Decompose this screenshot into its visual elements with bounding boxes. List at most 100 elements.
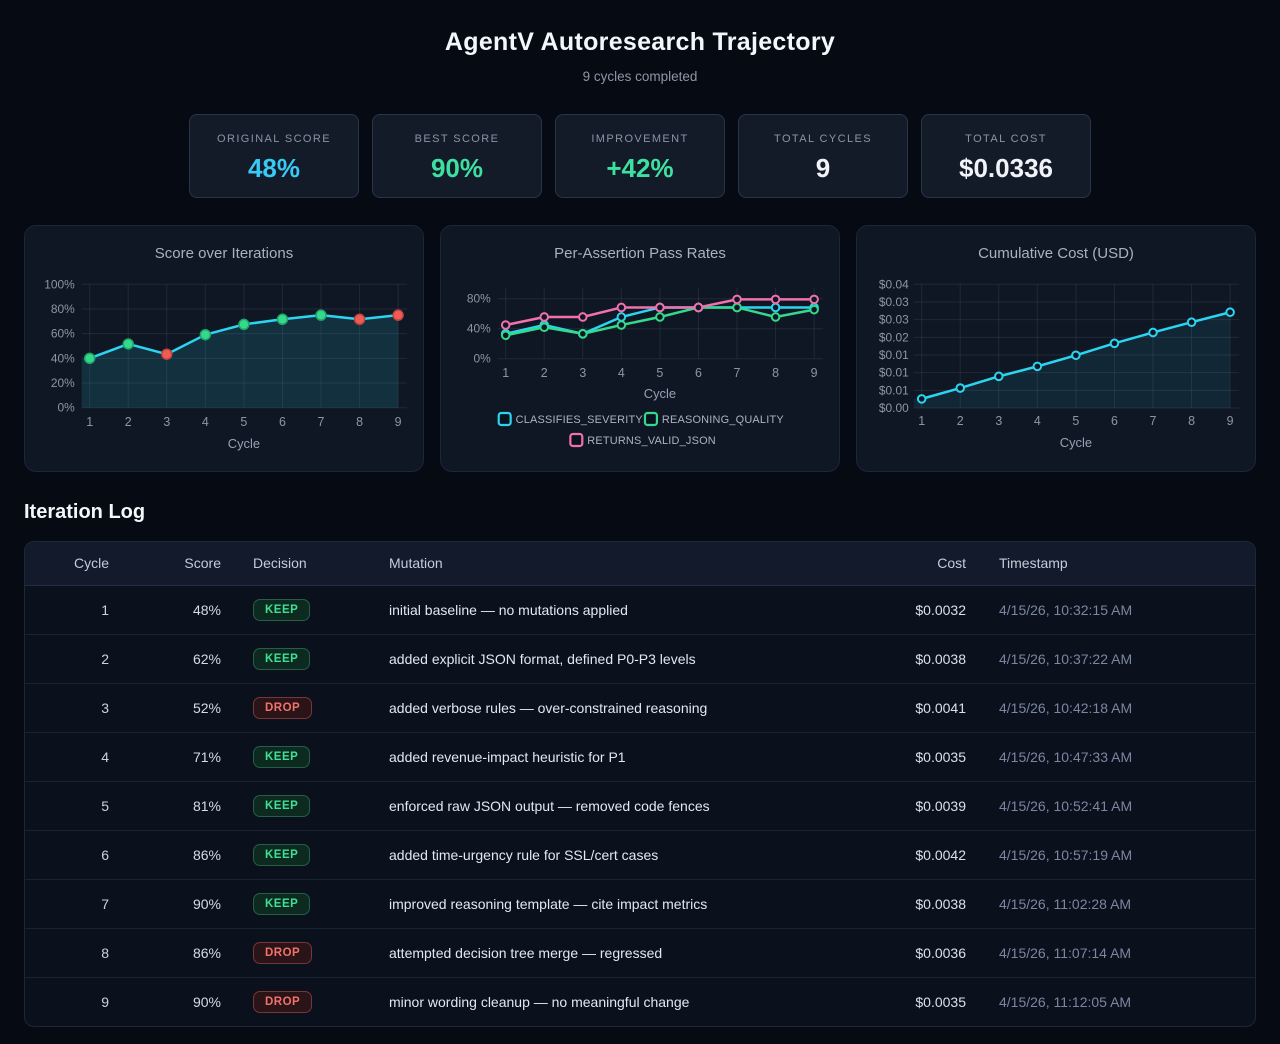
table-row: 4 71% KEEP added revenue-impact heuristi…: [25, 731, 1255, 781]
cell-cycle: 3: [25, 682, 115, 732]
svg-text:60%: 60%: [51, 327, 75, 341]
table-row: 5 81% KEEP enforced raw JSON output — re…: [25, 780, 1255, 830]
stat-value: 48%: [247, 153, 301, 183]
svg-text:4: 4: [618, 366, 625, 380]
cell-timestamp: 4/15/26, 11:12:05 AM: [995, 976, 1255, 1026]
table-row: 8 86% DROP attempted decision tree merge…: [25, 927, 1255, 977]
cell-cycle: 8: [25, 927, 115, 977]
svg-text:8: 8: [1188, 414, 1195, 428]
svg-text:CLASSIFIES_SEVERITY: CLASSIFIES_SEVERITY: [516, 414, 644, 426]
svg-text:80%: 80%: [467, 292, 491, 306]
cell-cycle: 1: [101, 601, 109, 618]
cell-cost: $0.0035: [875, 976, 995, 1026]
svg-text:Cycle: Cycle: [644, 386, 676, 401]
cumulative-cost-chart-title: Cumulative Cost (USD): [978, 245, 1134, 262]
table-row: 1 48% KEEP initial baseline — no mutatio…: [25, 585, 1255, 634]
cell-timestamp: 4/15/26, 10:42:18 AM: [995, 682, 1255, 732]
svg-text:20%: 20%: [51, 376, 75, 390]
svg-text:1: 1: [918, 414, 925, 428]
iteration-log-heading: Iteration Log: [24, 501, 146, 523]
svg-text:40%: 40%: [51, 351, 75, 365]
table-row: 3 52% DROP added verbose rules — over-co…: [25, 682, 1255, 732]
svg-text:6: 6: [1111, 414, 1118, 428]
svg-text:$0.03: $0.03: [879, 295, 909, 309]
charts-row: Score over Iterations 100% 80% 60% 40% 20% 0%…: [24, 225, 1256, 472]
stat-card: ORIGINAL SCORE 48%: [189, 114, 359, 198]
cell-decision: KEEP: [223, 585, 363, 634]
svg-text:100%: 100%: [44, 277, 75, 291]
decision-badge: DROP: [253, 696, 313, 719]
svg-text:0%: 0%: [57, 401, 75, 415]
page-title: AgentV Autoresearch Trajectory: [444, 28, 836, 56]
cell-timestamp: 4/15/26, 10:32:15 AM: [999, 601, 1133, 618]
stat-card: IMPROVEMENT +42%: [555, 114, 725, 198]
cell-cost: $0.0038: [875, 633, 995, 683]
stat-value: +42%: [606, 153, 674, 183]
cell-timestamp: 4/15/26, 10:47:33 AM: [995, 731, 1255, 781]
score-over-iterations-chart: 100% 80% 60% 40% 20% 0% 1 2 3 4 5 6 7 8 9 Cycle: [44, 277, 408, 451]
col-header-mutation: Mutation: [363, 542, 875, 586]
stat-label: TOTAL CYCLES: [774, 133, 872, 145]
svg-text:6: 6: [695, 366, 702, 380]
decision-badge: DROP: [253, 990, 313, 1013]
stat-card: TOTAL CYCLES 9: [738, 114, 908, 198]
stats-row: ORIGINAL SCORE 48% BEST SCORE 90% IMPROV…: [189, 114, 1091, 198]
svg-text:8: 8: [772, 366, 779, 380]
cell-mutation: added time-urgency rule for SSL/cert cas…: [363, 829, 875, 879]
svg-text:0%: 0%: [473, 352, 491, 366]
svg-text:$0.01: $0.01: [879, 348, 909, 362]
svg-text:5: 5: [240, 415, 247, 429]
cell-cost: $0.0035: [875, 731, 995, 781]
col-header-timestamp: Timestamp: [995, 542, 1255, 586]
cell-cost: $0.0042: [875, 829, 995, 879]
cell-decision: KEEP: [223, 829, 363, 879]
pass-rates-chart-title: Per-Assertion Pass Rates: [554, 245, 726, 262]
cell-timestamp: 4/15/26, 10:57:19 AM: [995, 829, 1255, 879]
cell-score: 81%: [115, 780, 223, 830]
cell-mutation: attempted decision tree merge — regresse…: [363, 927, 875, 977]
cell-decision: DROP: [223, 682, 363, 732]
svg-text:80%: 80%: [51, 302, 75, 316]
svg-text:$0.00: $0.00: [879, 401, 909, 415]
svg-text:3: 3: [579, 366, 586, 380]
svg-text:2: 2: [957, 414, 964, 428]
cell-cycle: 6: [25, 829, 115, 879]
svg-text:3: 3: [995, 414, 1002, 428]
stat-value: 90%: [430, 153, 484, 183]
svg-text:4: 4: [202, 415, 209, 429]
cell-cost: $0.0038: [875, 878, 995, 928]
stat-label: ORIGINAL SCORE: [217, 133, 331, 145]
table-row: 6 86% KEEP added time-urgency rule for S…: [25, 829, 1255, 879]
cell-cost: $0.0032: [915, 601, 966, 618]
cell-cycle: 7: [25, 878, 115, 928]
svg-text:3: 3: [163, 415, 170, 429]
stat-card: TOTAL COST $0.0336: [921, 114, 1091, 198]
stat-label: TOTAL COST: [965, 133, 1047, 145]
cell-decision: KEEP: [223, 633, 363, 683]
svg-text:2: 2: [125, 415, 132, 429]
svg-text:Cycle: Cycle: [1060, 435, 1092, 450]
stat-value: $0.0336: [959, 153, 1053, 183]
per-assertion-pass-rates-chart: 80% 40% 0% 1 2 3 4 5 6 7 8 9 Cycle CLASSIFIES_SEVERIT…: [467, 287, 824, 448]
cell-timestamp: 4/15/26, 11:07:14 AM: [995, 927, 1255, 977]
cell-decision: KEEP: [223, 878, 363, 928]
svg-text:6: 6: [279, 415, 286, 429]
decision-badge: DROP: [253, 941, 313, 964]
svg-text:REASONING_QUALITY: REASONING_QUALITY: [662, 414, 784, 426]
svg-text:5: 5: [1072, 414, 1079, 428]
svg-text:$0.01: $0.01: [879, 366, 909, 380]
svg-text:RETURNS_VALID_JSON: RETURNS_VALID_JSON: [587, 435, 716, 447]
cell-cycle: 9: [25, 976, 115, 1026]
cell-cycle: 4: [25, 731, 115, 781]
table-row: 7 90% KEEP improved reasoning template —…: [25, 878, 1255, 928]
cell-mutation: enforced raw JSON output — removed code …: [363, 780, 875, 830]
cell-decision: DROP: [223, 927, 363, 977]
cell-decision: KEEP: [223, 780, 363, 830]
cell-mutation: improved reasoning template — cite impac…: [363, 878, 875, 928]
pass-rates-chart-panel: Per-Assertion Pass Rates 80% 40% 0% 1 2 3 4 5 6 7…: [440, 225, 840, 472]
svg-text:$0.02: $0.02: [879, 330, 909, 344]
score-chart-title: Score over Iterations: [154, 245, 294, 262]
cell-score: 48%: [192, 601, 221, 618]
svg-text:7: 7: [318, 415, 325, 429]
cell-score: 71%: [115, 731, 223, 781]
